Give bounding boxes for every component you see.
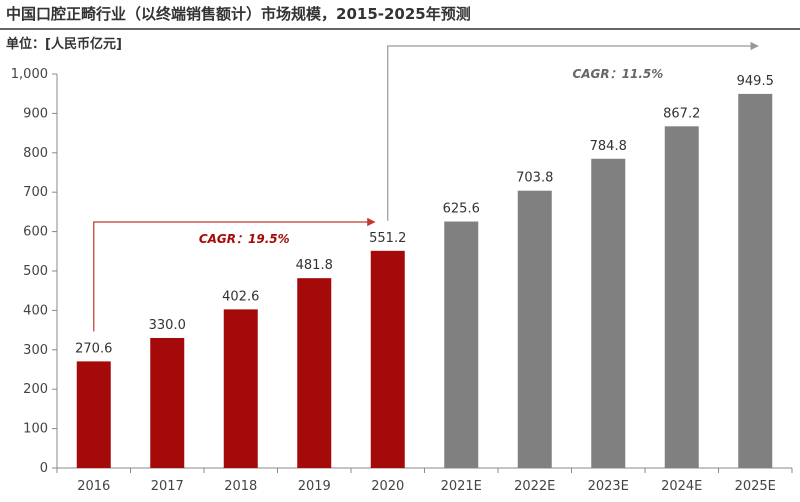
x-tick-label: 2016 <box>77 479 110 494</box>
cagr-label-historical: CAGR：19.5% <box>199 232 290 246</box>
cagr-label-forecast: CAGR：11.5% <box>572 67 663 81</box>
data-label: 481.8 <box>296 258 333 273</box>
data-label: 784.8 <box>590 139 627 154</box>
x-tick-label: 2021E <box>441 479 482 494</box>
y-tick-label: 0 <box>40 461 48 476</box>
data-label: 625.6 <box>443 202 480 217</box>
bar-2018 <box>223 309 258 468</box>
cagr-arrow-forecast <box>387 41 759 221</box>
y-tick-label: 400 <box>23 303 48 318</box>
x-tick-label: 2023E <box>588 479 629 494</box>
y-tick-label: 100 <box>23 422 48 437</box>
data-label: 703.8 <box>516 171 553 186</box>
y-tick-label: 300 <box>23 343 48 358</box>
bar-2025E <box>738 93 773 468</box>
bar-2019 <box>297 278 332 468</box>
bars: 270.6 2016 330.0 2017 402.6 2018 481.8 2019 551.… <box>75 74 776 494</box>
x-tick-label: 2020 <box>371 479 404 494</box>
data-label: 402.6 <box>222 289 259 304</box>
x-tick-label: 2025E <box>735 479 776 494</box>
bar-2021E <box>444 221 479 468</box>
axes: 0 100 200 300 400 500 600 700 800 900 1,000 <box>11 67 793 476</box>
data-label: 330.0 <box>149 318 186 333</box>
bar-2020 <box>370 250 405 468</box>
cagr-arrow-historical <box>93 217 376 332</box>
x-tick-label: 2018 <box>224 479 257 494</box>
data-label: 867.2 <box>663 106 700 121</box>
x-tick-label: 2022E <box>514 479 555 494</box>
bar-2017 <box>150 337 185 468</box>
y-tick-label: 500 <box>23 264 48 279</box>
bar-2016 <box>76 361 111 468</box>
cagr-annotations: CAGR：19.5% CAGR：11.5% <box>93 41 759 332</box>
y-tick-label: 700 <box>23 185 48 200</box>
data-label: 551.2 <box>369 231 406 246</box>
bar-2023E <box>591 158 626 468</box>
y-tick-label: 900 <box>23 106 48 121</box>
y-tick-label: 1,000 <box>11 67 48 82</box>
bar-2022E <box>517 190 552 468</box>
y-tick-label: 800 <box>23 146 48 161</box>
chart-title: 中国口腔正畸行业（以终端销售额计）市场规模，2015-2025年预测 <box>6 5 471 23</box>
x-tick-label: 2024E <box>661 479 702 494</box>
x-tick-label: 2019 <box>298 479 331 494</box>
data-label: 270.6 <box>75 341 112 356</box>
y-tick-label: 600 <box>23 225 48 240</box>
x-tick-label: 2017 <box>151 479 184 494</box>
unit-label: 单位：[人民币亿元] <box>6 36 122 52</box>
y-tick-label: 200 <box>23 382 48 397</box>
data-label: 949.5 <box>737 74 774 89</box>
bar-2024E <box>664 126 699 469</box>
